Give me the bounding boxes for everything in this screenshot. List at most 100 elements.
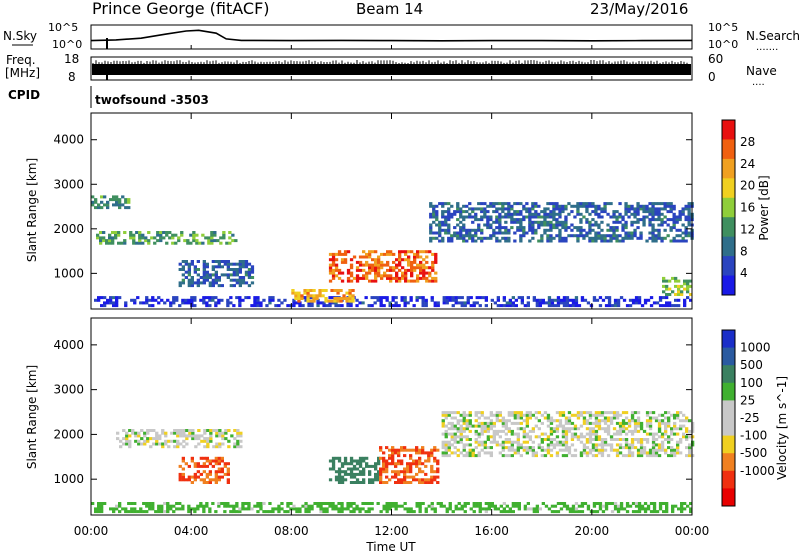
- power-cell: [365, 263, 369, 267]
- nsearch-tick-high: 10^5: [708, 21, 738, 34]
- power-cell: [214, 278, 218, 282]
- velocity-cell: [612, 411, 617, 415]
- power-cell: [492, 234, 496, 238]
- velocity-cell: [688, 448, 692, 452]
- power-cell: [558, 236, 562, 240]
- velocity-colorbar-swatch: [722, 347, 735, 366]
- velocity-cell: [677, 507, 681, 511]
- velocity-cell: [577, 504, 582, 508]
- velocity-cell: [621, 438, 626, 441]
- power-cell: [468, 236, 472, 240]
- velocity-cell: [630, 411, 635, 415]
- power-cell: [416, 266, 420, 270]
- velocity-cell: [651, 443, 656, 447]
- power-cell: [534, 202, 538, 206]
- power-cell: [217, 301, 221, 305]
- power-cell: [459, 215, 463, 219]
- power-cell: [148, 298, 152, 302]
- power-cell: [526, 301, 530, 305]
- velocity-cell: [176, 431, 180, 435]
- power-cell: [115, 200, 119, 204]
- velocity-cell: [478, 510, 482, 514]
- velocity-cell: [176, 445, 180, 449]
- velocity-cell: [648, 419, 653, 423]
- power-cell: [474, 231, 478, 235]
- velocity-cell: [510, 440, 514, 444]
- velocity-cell: [492, 432, 496, 436]
- velocity-cell: [579, 432, 584, 436]
- velocity-cell: [621, 424, 626, 428]
- power-cell: [504, 236, 508, 240]
- power-cell: [576, 228, 580, 232]
- velocity-cell: [337, 467, 342, 471]
- velocity-cell: [564, 421, 569, 425]
- velocity-cell: [130, 507, 134, 511]
- power-cell: [156, 231, 160, 234]
- nsearch-tick-low: 10^0: [708, 38, 738, 51]
- power-cell: [579, 228, 583, 232]
- velocity-cell: [377, 478, 381, 482]
- velocity-cell: [654, 438, 659, 441]
- power-cell: [343, 258, 348, 262]
- power-cell: [208, 298, 212, 302]
- velocity-cell: [534, 451, 538, 455]
- power-cell: [312, 289, 316, 292]
- power-cell: [445, 296, 449, 300]
- power-cell: [686, 279, 690, 283]
- velocity-cell: [519, 443, 523, 447]
- velocity-cell: [424, 464, 428, 468]
- velocity-cell: [412, 478, 416, 482]
- power-cell: [333, 299, 337, 303]
- power-cell: [100, 296, 104, 300]
- velocity-cell: [346, 507, 350, 511]
- power-cell: [450, 212, 454, 216]
- velocity-cell: [519, 446, 523, 450]
- power-cell: [256, 298, 260, 302]
- velocity-cell: [523, 507, 527, 511]
- velocity-cell: [406, 448, 410, 452]
- velocity-cell: [640, 504, 645, 508]
- velocity-cell: [519, 413, 523, 417]
- power-cell: [618, 234, 622, 238]
- velocity-cell: [691, 427, 695, 431]
- power-cell: [315, 297, 319, 300]
- velocity-cell: [304, 502, 308, 505]
- velocity-cell: [199, 504, 203, 508]
- velocity-cell: [444, 446, 448, 450]
- velocity-cell: [492, 429, 496, 433]
- velocity-cell: [349, 475, 354, 479]
- power-cell: [555, 207, 559, 211]
- power-cell: [621, 239, 625, 243]
- velocity-cell: [349, 462, 354, 466]
- velocity-cell: [660, 419, 665, 423]
- power-cell: [180, 233, 184, 237]
- velocity-cell: [480, 440, 484, 444]
- velocity-cell: [594, 411, 599, 415]
- velocity-cell: [664, 451, 668, 455]
- power-cell: [220, 298, 224, 302]
- velocity-cell: [637, 502, 642, 505]
- velocity-cell: [337, 481, 342, 484]
- velocity-cell: [185, 437, 189, 441]
- velocity-cell: [654, 432, 659, 436]
- power-cell: [612, 210, 616, 214]
- power-cell: [516, 228, 520, 232]
- power-cell: [613, 304, 618, 308]
- power-cell: [565, 296, 570, 300]
- power-cell: [150, 236, 154, 240]
- velocity-cell: [478, 507, 482, 511]
- velocity-colorbar-swatch: [722, 365, 735, 384]
- power-cell: [421, 296, 425, 300]
- power-cell: [199, 298, 203, 302]
- power-cell: [507, 204, 511, 208]
- power-cell: [680, 293, 684, 296]
- velocity-cell: [652, 510, 657, 514]
- power-cell: [668, 293, 672, 296]
- power-cell: [678, 212, 682, 216]
- velocity-cell: [594, 429, 599, 433]
- velocity-cell: [505, 504, 509, 508]
- power-cell: [495, 215, 499, 219]
- power-cell: [540, 236, 544, 240]
- power-cell: [118, 296, 122, 300]
- velocity-cell: [337, 459, 342, 463]
